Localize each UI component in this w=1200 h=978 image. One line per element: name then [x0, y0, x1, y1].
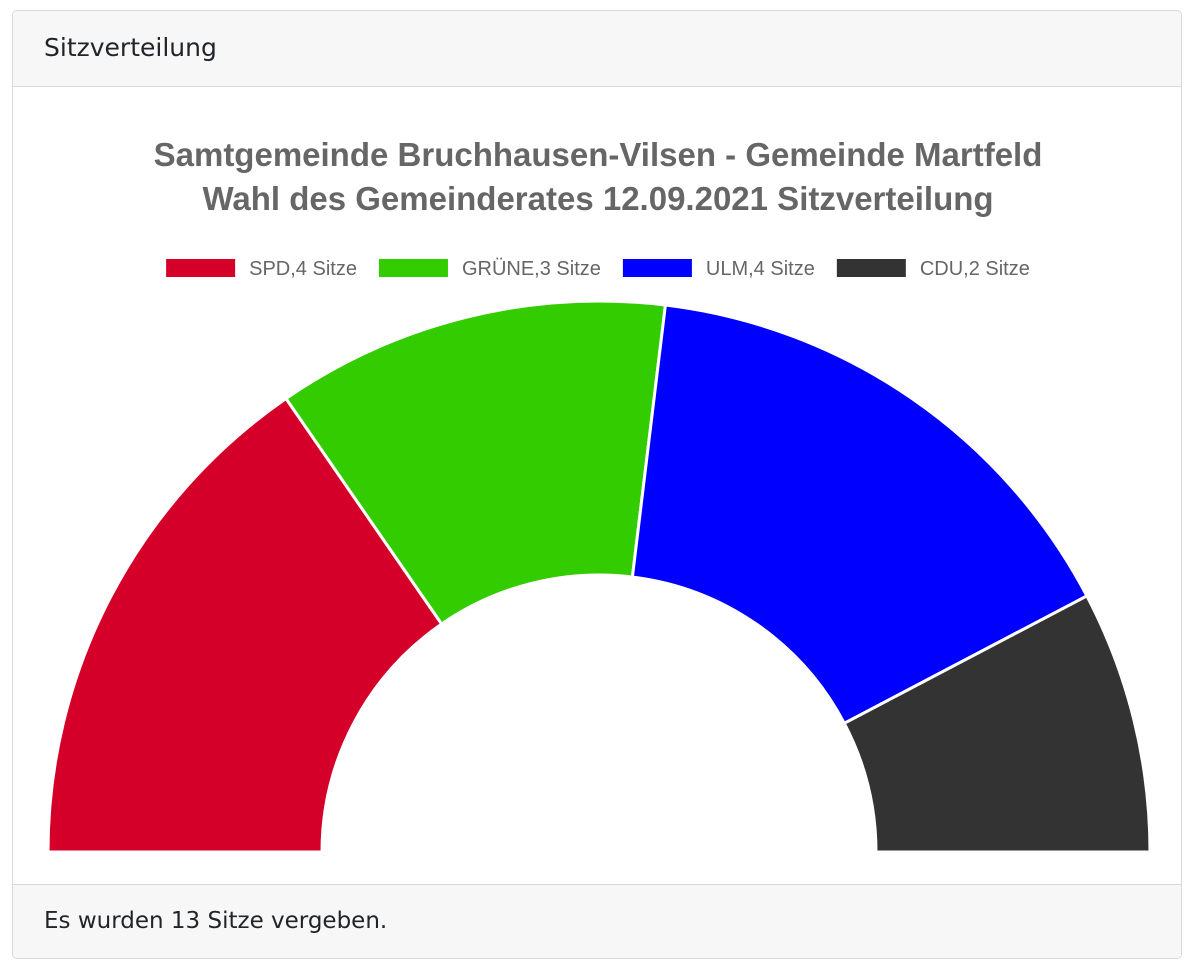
seat-arc-gruene[interactable]	[284, 299, 667, 626]
chart-legend: SPD,4 Sitze GRÜNE,3 Sitze ULM,4 Sitze CDU,2…	[166, 258, 1030, 280]
legend-label: GRÜNE,3 Sitze	[462, 258, 601, 280]
legend-label: ULM,4 Sitze	[706, 258, 815, 280]
legend-swatch	[378, 259, 448, 277]
seat-chart: Samtgemeinde Bruchhausen-Vilsen - Gemein…	[46, 136, 1152, 854]
chart-title-line-2: Wahl des Gemeinderates 12.09.2021 Sitzve…	[202, 180, 993, 217]
legend-item-ulm[interactable]: ULM,4 Sitze	[622, 258, 815, 280]
legend-item-spd[interactable]: SPD,4 Sitze	[166, 258, 357, 280]
seat-total-note: Es wurden 13 Sitze vergeben.	[44, 908, 388, 934]
card-title: Sitzverteilung	[44, 33, 217, 62]
chart-arcs	[46, 299, 1152, 854]
seat-arc-spd[interactable]	[46, 397, 444, 854]
chart-title: Samtgemeinde Bruchhausen-Vilsen - Gemein…	[154, 136, 1043, 217]
legend-label: SPD,4 Sitze	[249, 258, 357, 280]
seat-distribution-card: Sitzverteilung Samtgemeinde Bruchhausen-…	[12, 10, 1182, 959]
card-header: Sitzverteilung	[13, 11, 1181, 87]
legend-item-gruene[interactable]: GRÜNE,3 Sitze	[378, 258, 601, 280]
legend-swatch	[622, 259, 692, 277]
legend-swatch	[836, 259, 906, 277]
card-footer: Es wurden 13 Sitze vergeben.	[13, 884, 1181, 958]
seat-arc-cdu[interactable]	[842, 594, 1152, 854]
chart-title-line-1: Samtgemeinde Bruchhausen-Vilsen - Gemein…	[154, 136, 1043, 173]
legend-item-cdu[interactable]: CDU,2 Sitze	[836, 258, 1030, 280]
legend-label: CDU,2 Sitze	[920, 258, 1030, 280]
legend-swatch	[166, 259, 236, 277]
seat-arc-ulm[interactable]	[630, 303, 1089, 725]
